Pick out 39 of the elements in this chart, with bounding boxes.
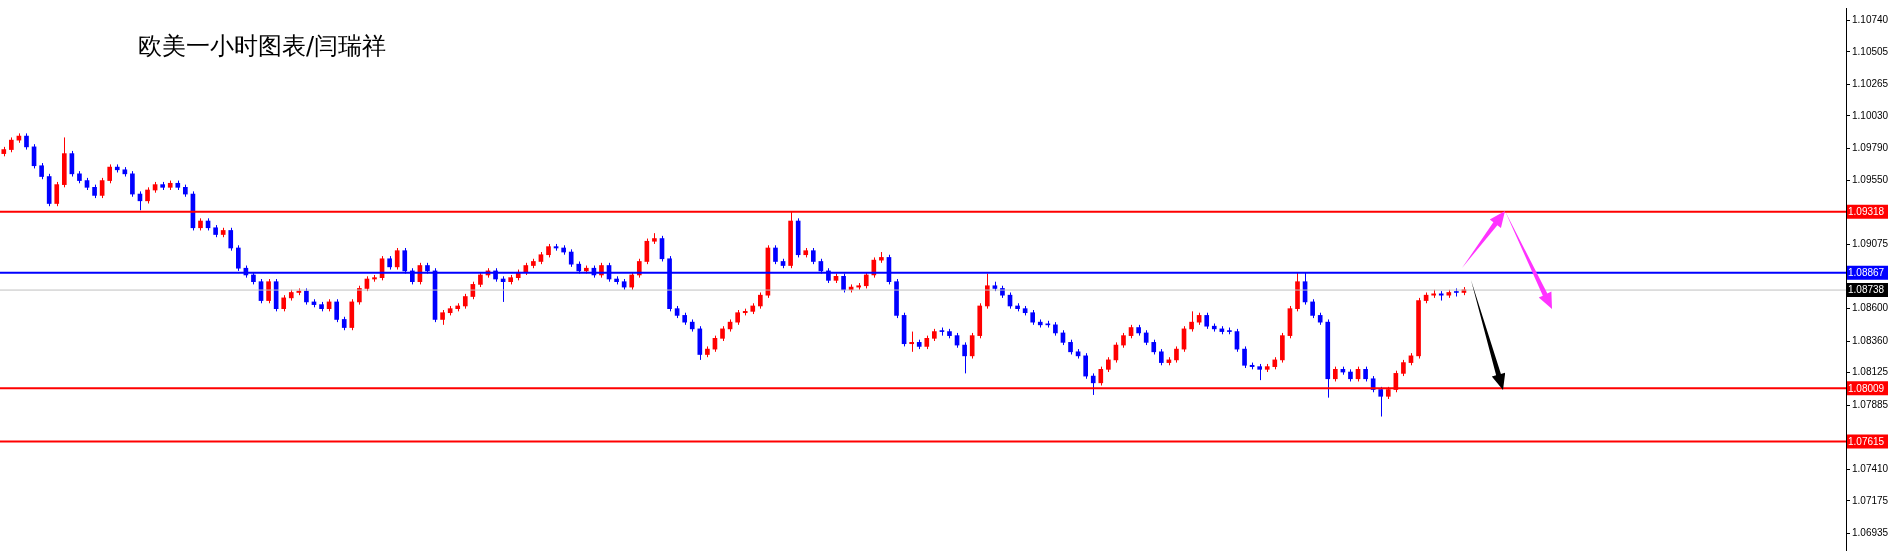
candlestick (107, 163, 113, 184)
y-tick-label: 1.08600 (1852, 302, 1888, 314)
y-tick-label: 1.10265 (1852, 77, 1888, 89)
y-tick-label: 1.07885 (1852, 398, 1888, 410)
candlestick (773, 244, 778, 265)
text: 欧美一小时图表/闫瑞祥 (138, 31, 387, 62)
candlestick (969, 332, 975, 360)
candlestick (54, 181, 60, 207)
y-tick-label: 1.09550 (1852, 174, 1888, 186)
candlestick (1083, 352, 1088, 380)
y-tick-label: 1.08125 (1852, 366, 1888, 378)
candlestick (394, 247, 400, 271)
y-tick-label: 1.07410 (1852, 462, 1888, 474)
candlestick (130, 170, 135, 198)
candlestick (334, 298, 339, 323)
candlestick (909, 331, 914, 353)
y-tick-label: 1.10740 (1852, 13, 1888, 25)
candlestick (266, 278, 271, 304)
ref-line-label: 1.08009 (1848, 382, 1885, 394)
candlestick (962, 341, 967, 374)
ref-line-label: 1.08867 (1848, 266, 1885, 278)
candlestick (1242, 345, 1247, 369)
candlestick (1378, 386, 1384, 418)
y-tick-label: 1.09075 (1852, 238, 1888, 250)
y-tick-label: 1.06935 (1852, 526, 1888, 538)
y-tick-label: 1.10505 (1852, 45, 1888, 57)
y-tick-label: 1.09790 (1852, 141, 1888, 153)
ref-line-label: 1.09318 (1848, 206, 1885, 218)
y-tick-label: 1.07175 (1852, 494, 1888, 506)
candlestick (984, 273, 990, 310)
candlestick (1189, 310, 1194, 333)
candlestick (1310, 298, 1315, 319)
candlestick (228, 227, 234, 252)
ref-line-label: 1.08738 (1848, 284, 1885, 296)
y-tick-label: 1.10030 (1852, 109, 1888, 121)
candlestick (871, 256, 877, 279)
candlestick (1090, 372, 1096, 396)
ref-line-label: 1.07615 (1848, 435, 1885, 447)
y-tick-label: 1.08360 (1852, 334, 1888, 346)
